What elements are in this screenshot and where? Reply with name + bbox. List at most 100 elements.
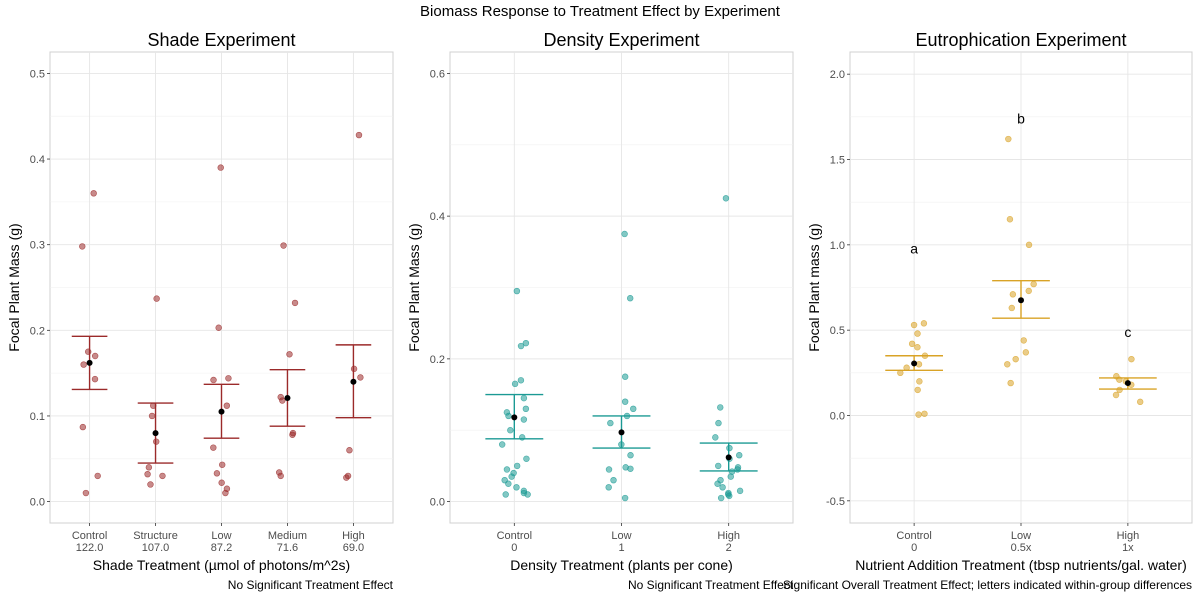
y-tick-label-eutrophication: 1.5 [830,155,845,167]
y-tick-label-eutrophication: 0.0 [830,410,845,422]
data-point-shade [279,397,286,404]
data-point-density [517,377,525,384]
x-tick-sublabel-eutrophication: 0.5x [1011,542,1032,554]
data-point-density [607,419,614,427]
data-point-eutrophication [1022,349,1030,356]
data-point-shade [210,376,217,384]
data-point-eutrophication [1006,216,1014,223]
y-tick-label-density: 0.0 [430,497,445,509]
data-point-shade [147,481,154,488]
x-tick-label-shade: Low [211,530,231,542]
data-point-shade [90,190,97,197]
data-point-shade [225,375,232,382]
data-point-density [621,398,629,405]
data-point-density [517,342,525,350]
data-point-density [503,466,511,473]
data-point-shade [215,324,222,331]
x-tick-label-eutrophication: Control [896,530,931,542]
panel-title-eutrophication: Eutrophication Experiment [915,30,1126,50]
data-point-eutrophication [1025,241,1033,249]
data-point-density [715,462,722,470]
data-point-eutrophication [921,410,928,417]
data-point-shade [82,489,90,497]
y-tick-label-eutrophication: -0.5 [826,496,845,508]
y-tick-label-density: 0.6 [430,68,445,80]
mean-point-density [511,414,518,421]
data-point-shade [148,412,156,420]
y-tick-label-shade: 0.4 [30,154,45,166]
y-tick-label-shade: 0.5 [30,68,45,80]
data-point-eutrophication [920,320,928,327]
data-point-shade [357,374,364,381]
data-point-density [522,405,530,413]
x-tick-label-shade: High [342,530,365,542]
caption-shade: No Significant Treatment Effect [227,578,393,592]
data-point-eutrophication [914,330,921,337]
data-point-shade [223,402,231,409]
data-point-eutrophication [914,344,921,351]
data-point-eutrophication [1004,361,1011,368]
x-tick-sublabel-eutrophication: 0 [911,542,917,554]
data-point-shade [355,131,363,139]
data-point-eutrophication [914,386,921,394]
data-point-density [505,480,512,487]
group-letter-eutrophication: c [1124,324,1131,340]
data-point-eutrophication [1007,379,1014,387]
data-point-eutrophication [910,321,918,329]
data-point-density [727,473,734,480]
data-point-eutrophication [1009,291,1017,298]
y-tick-label-shade: 0.2 [30,325,45,337]
x-tick-label-eutrophication: Low [1011,530,1031,542]
figure-title: Biomass Response to Treatment Effect by … [420,3,780,20]
data-point-shade [91,352,99,360]
data-point-shade [145,464,153,471]
x-tick-label-density: Control [497,530,532,542]
data-point-shade [80,361,87,368]
data-point-shade [153,295,160,302]
mean-point-shade [218,408,225,415]
mean-point-eutrophication [1124,380,1131,387]
panel-title-density: Density Experiment [543,30,699,50]
data-point-eutrophication [916,378,923,385]
data-point-shade [79,243,86,250]
data-point-density [717,494,725,502]
data-point-density [605,484,612,491]
data-point-shade [91,375,99,383]
y-tick-label-density: 0.4 [430,211,445,223]
x-tick-sublabel-shade: 122.0 [76,542,104,554]
y-axis-label-shade: Focal Plant Mass (g) [6,223,22,351]
data-point-eutrophication [1030,280,1037,288]
data-point-eutrophication [915,411,922,418]
panel-title-shade: Shade Experiment [147,30,295,50]
data-point-density [605,466,613,473]
data-point-density [511,380,519,388]
data-point-density [736,452,743,459]
data-point-eutrophication [1136,398,1144,406]
data-point-density [508,473,515,480]
data-point-shade [291,299,299,307]
y-tick-label-density: 0.2 [430,354,445,366]
data-point-eutrophication [1128,355,1135,363]
group-letter-eutrophication: b [1017,111,1025,127]
data-point-density [736,487,744,495]
caption-density: No Significant Treatment Effect [628,578,794,592]
x-tick-sublabel-shade: 87.2 [211,542,232,554]
data-point-density [505,412,512,420]
x-tick-sublabel-shade: 71.6 [277,542,298,554]
data-point-density [522,339,530,347]
data-point-shade [79,423,87,431]
x-tick-label-shade: Control [72,530,107,542]
x-tick-label-shade: Structure [133,530,178,542]
data-point-shade [218,479,225,486]
data-point-density [520,394,528,402]
data-point-eutrophication [1008,304,1015,312]
data-point-shade [213,470,221,477]
data-point-density [520,416,528,423]
data-point-shade [144,470,151,478]
data-point-density [621,494,629,502]
data-point-density [722,195,730,202]
x-axis-label-density: Density Treatment (plants per cone) [510,557,733,573]
data-point-shade [94,472,101,480]
data-point-density [513,484,520,491]
y-axis-label-eutrophication: Focal Plant mass (g) [806,223,822,351]
